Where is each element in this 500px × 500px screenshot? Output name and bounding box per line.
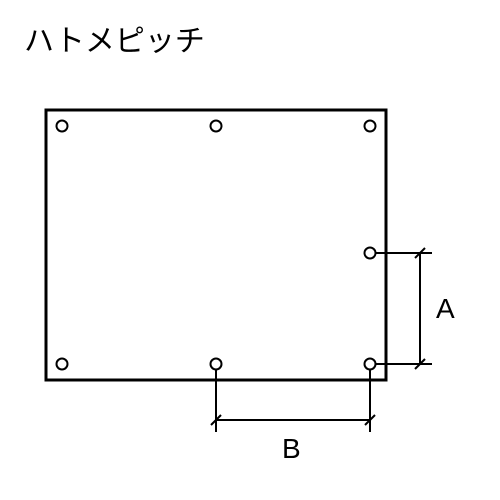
grommet-pitch-diagram: AB: [0, 0, 500, 500]
diagram-canvas: ハトメピッチ AB: [0, 0, 500, 500]
svg-text:A: A: [436, 293, 455, 324]
svg-text:B: B: [282, 433, 301, 464]
diagram-title: ハトメピッチ: [24, 16, 205, 60]
